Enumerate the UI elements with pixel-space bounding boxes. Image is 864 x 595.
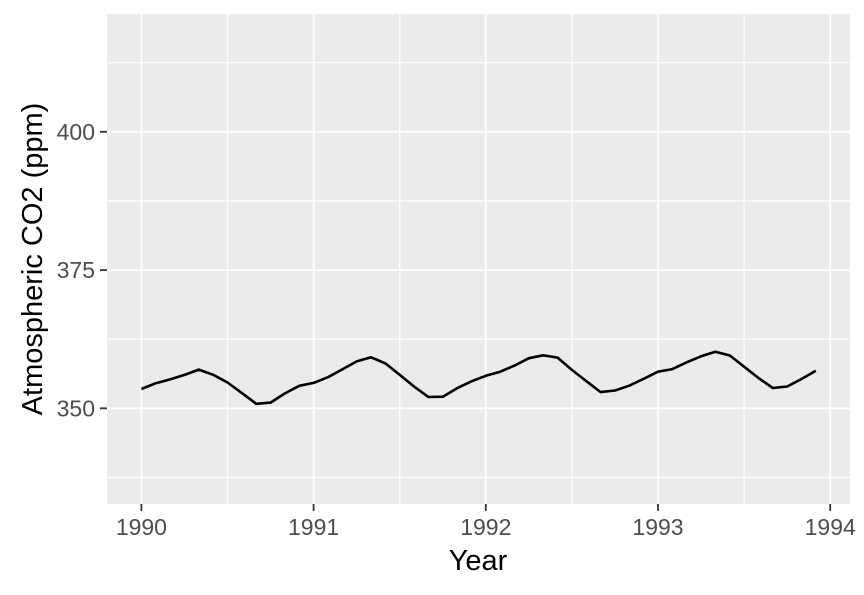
x-tick-label: 1994 xyxy=(805,514,856,540)
x-tick-label: 1990 xyxy=(116,514,167,540)
y-tick-label: 350 xyxy=(57,395,95,421)
plot-panel-layer: 1990 1991 1992 1993 1994 350 375 400 xyxy=(57,14,856,540)
x-tick-label: 1991 xyxy=(288,514,339,540)
x-axis-title: Year xyxy=(449,545,508,577)
y-tick-label: 400 xyxy=(57,119,95,145)
plot-panel xyxy=(107,14,850,504)
y-tick-label: 375 xyxy=(57,257,95,283)
y-axis-title: Atmospheric CO2 (ppm) xyxy=(17,103,49,416)
x-tick-label: 1992 xyxy=(460,514,511,540)
co2-trend-line xyxy=(140,350,817,406)
x-tick-label: 1993 xyxy=(632,514,683,540)
